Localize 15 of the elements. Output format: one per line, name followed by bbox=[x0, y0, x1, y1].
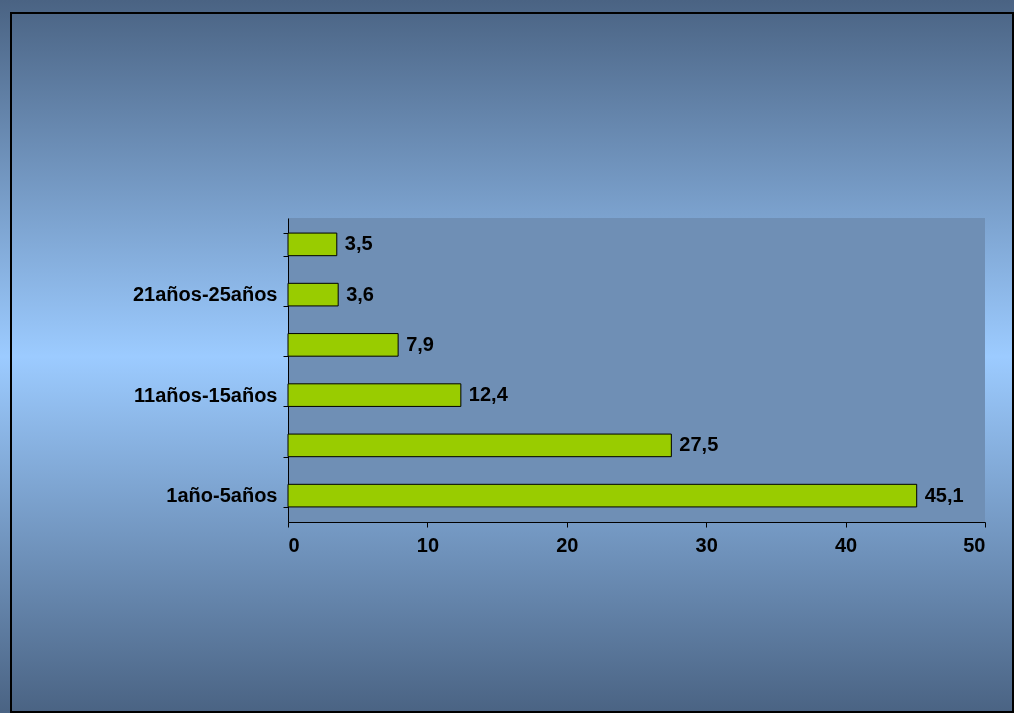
y-tick-label: 11años-15años bbox=[134, 383, 278, 406]
y-tick-label: 1año-5años bbox=[166, 484, 278, 507]
x-tick-label: 20 bbox=[556, 533, 579, 556]
x-tick-label: 30 bbox=[695, 533, 718, 556]
data-label: 3,6 bbox=[346, 282, 374, 305]
y-tick-label: 21años-25años bbox=[132, 283, 278, 306]
x-tick-label: 50 bbox=[963, 533, 986, 556]
data-label: 7,9 bbox=[406, 332, 434, 355]
x-tick-label: 0 bbox=[288, 533, 300, 556]
x-tick-label: 40 bbox=[834, 533, 858, 556]
data-label: 27,5 bbox=[679, 433, 719, 456]
x-tick-label: 10 bbox=[416, 533, 440, 556]
data-label: 3,5 bbox=[344, 232, 373, 255]
data-label: 45,1 bbox=[924, 483, 964, 506]
data-label: 12,4 bbox=[468, 383, 509, 406]
